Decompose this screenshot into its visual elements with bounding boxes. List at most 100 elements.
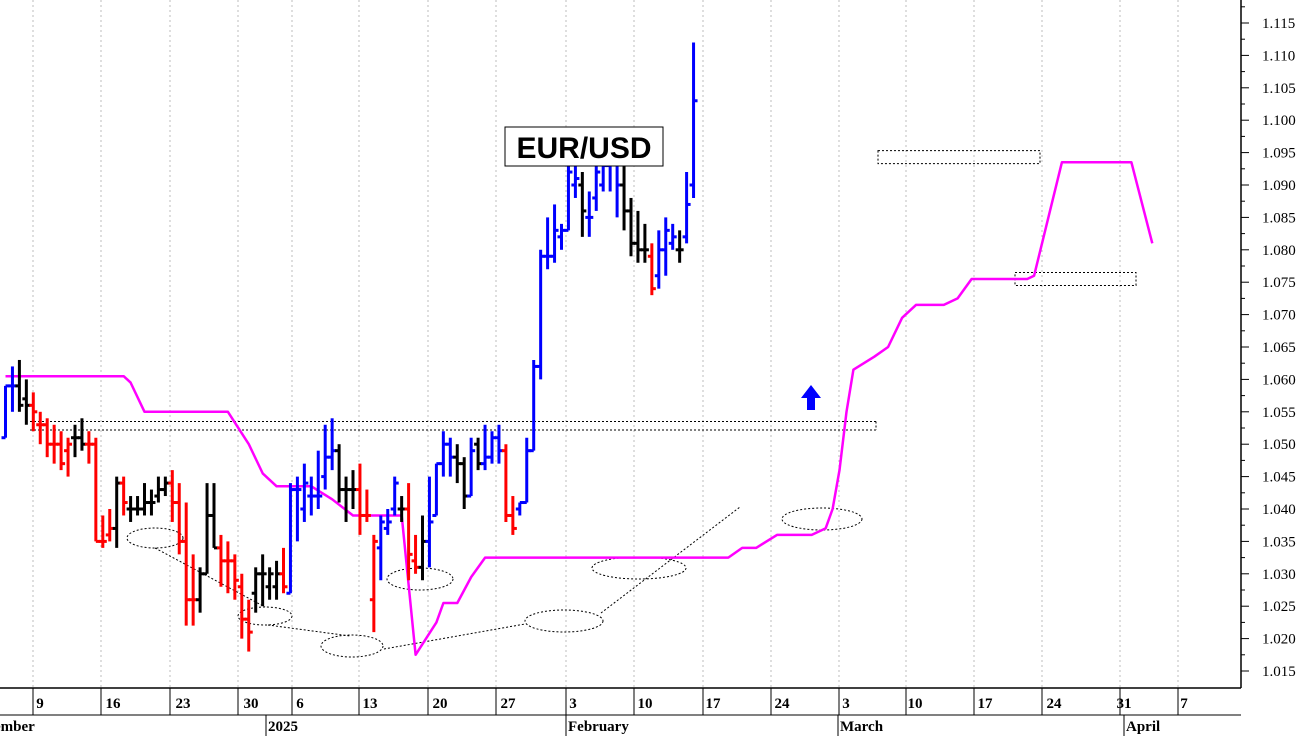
ohlc-bar (321, 424, 330, 490)
y-tick-label: 1.065 (1262, 340, 1296, 356)
ohlc-bar (182, 502, 191, 626)
x-tick-label: 23 (176, 696, 191, 712)
ohlc-bar (43, 418, 52, 458)
ohlc-bar (376, 515, 385, 581)
ohlc-bar (460, 457, 469, 509)
ohlc-bar (279, 547, 288, 594)
ohlc-bar (439, 431, 448, 477)
ohlc-bar (383, 509, 392, 535)
chart-title: EUR/USD (516, 132, 651, 165)
month-label: February (568, 719, 629, 735)
ohlc-bar (22, 379, 31, 425)
x-tick-label: 6 (296, 696, 304, 712)
ohlc-bar (425, 476, 434, 568)
ohlc-bar (501, 444, 510, 522)
x-tick-label: 10 (638, 696, 653, 712)
y-tick-label: 1.040 (1262, 502, 1296, 518)
y-tick-label: 1.070 (1262, 308, 1296, 324)
x-tick-label: 30 (244, 696, 259, 712)
ohlc-bar (71, 424, 79, 458)
ohlc-bar (689, 42, 698, 198)
ohlc-bar (328, 418, 337, 471)
ohlc-bar (161, 476, 170, 497)
chart-title-group: EUR/USD (504, 126, 664, 167)
y-tick-label: 1.075 (1262, 275, 1296, 291)
ohlc-bar (599, 164, 608, 192)
vertical-gridlines (32, 0, 1179, 688)
month-label: ember (0, 719, 35, 735)
low-marker-ellipse (524, 609, 604, 633)
ohlc-bar (522, 437, 531, 505)
ohlc-bar (126, 496, 135, 522)
y-tick-label: 1.050 (1262, 437, 1296, 453)
ohlc-bar (335, 444, 344, 503)
x-tick-label: 20 (433, 696, 448, 712)
ohlc-bars (1, 42, 698, 652)
ohlc-bar (175, 483, 184, 555)
ohlc-bar (154, 476, 163, 503)
ohlc-bar (369, 534, 378, 633)
ohlc-bar (390, 476, 399, 516)
y-tick-label: 1.105 (1262, 81, 1296, 97)
y-tick-label: 1.090 (1262, 178, 1296, 194)
ohlc-bar (550, 204, 559, 263)
x-tick-label: 13 (363, 696, 378, 712)
ohlc-bar (251, 567, 260, 613)
ohlc-bar (84, 431, 93, 464)
y-tick-label: 1.085 (1262, 210, 1296, 226)
x-tick-label: 17 (978, 696, 994, 712)
stop-line-layer (5, 161, 1154, 657)
ohlc-bar (349, 470, 357, 509)
ohlc-bar (633, 210, 642, 263)
stop-line (5, 161, 1154, 657)
y-tick-label: 1.100 (1262, 113, 1296, 129)
ohlc-bar (64, 437, 73, 477)
ohlc-bar (640, 223, 649, 263)
ohlc-bar (223, 541, 232, 594)
ohlc-bar (119, 476, 128, 516)
ohlc-bar (404, 483, 413, 581)
y-tick-label: 1.110 (1262, 48, 1295, 64)
ohlc-bar (668, 223, 677, 250)
ohlc-bar (50, 424, 59, 464)
ohlc-bar (265, 567, 274, 600)
y-tick-label: 1.115 (1262, 16, 1295, 32)
ohlc-bar (529, 359, 538, 453)
trend-connector (154, 547, 266, 608)
x-tick-label: 3 (569, 696, 577, 712)
ohlc-bar (210, 483, 218, 550)
low-marker-ellipse (781, 507, 863, 531)
ohlc-bar (675, 230, 684, 263)
month-label: 2025 (268, 719, 298, 735)
ohlc-bar (230, 554, 239, 600)
ohlc-bar (432, 462, 441, 517)
low-marker-ellipse (386, 567, 454, 591)
ohlc-bar (446, 437, 455, 477)
ohlc-bar (515, 501, 524, 516)
ohlc-bar (411, 534, 420, 574)
y-tick-label: 1.060 (1262, 372, 1296, 388)
trend-connector (600, 506, 741, 614)
ohlc-bar (536, 249, 545, 380)
x-tick-label: 24 (1047, 696, 1063, 712)
ohlc-bar (355, 463, 364, 535)
ohlc-bar (307, 476, 316, 516)
ohlc-bar (147, 489, 156, 516)
x-tick-label: 16 (106, 696, 122, 712)
y-tick-label: 1.035 (1262, 534, 1296, 550)
ohlc-bar (578, 172, 587, 237)
x-tick-label: 10 (908, 696, 923, 712)
month-label: March (840, 719, 884, 735)
ohlc-bar (543, 217, 552, 270)
ohlc-bar (77, 418, 86, 451)
y-tick-label: 1.055 (1262, 405, 1296, 421)
ohlc-bar (300, 463, 309, 522)
ohlc-bar (592, 165, 601, 211)
ohlc-bar (15, 359, 24, 412)
ohlc-bar (481, 424, 490, 471)
ohlc-bar (474, 437, 483, 471)
ohlc-bar (244, 599, 253, 652)
ohlc-bar (112, 476, 121, 548)
y-tick-label: 1.080 (1262, 243, 1296, 259)
